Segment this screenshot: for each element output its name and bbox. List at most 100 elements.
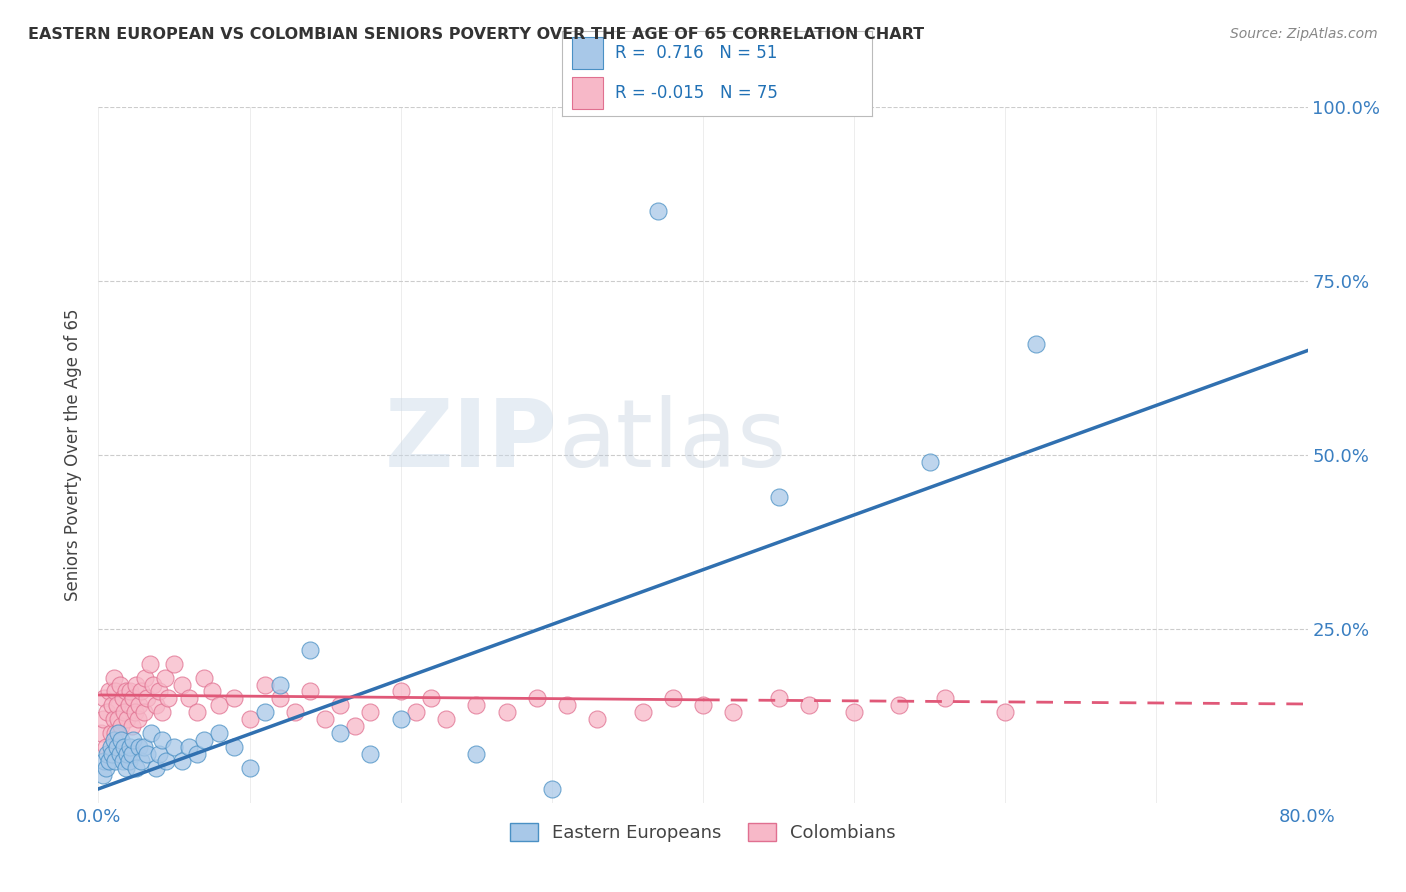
Point	[405, 706, 427, 720]
Point	[139, 657, 162, 671]
Point	[797, 698, 820, 713]
Point	[96, 747, 118, 761]
Point	[329, 726, 352, 740]
Point	[112, 740, 135, 755]
Point	[723, 706, 745, 720]
Point	[208, 698, 231, 713]
Point	[104, 754, 127, 768]
Point	[994, 706, 1017, 720]
Point	[145, 761, 167, 775]
Point	[186, 747, 208, 761]
Point	[91, 768, 114, 782]
Point	[145, 698, 167, 713]
Point	[114, 761, 136, 775]
Point	[101, 698, 124, 713]
Point	[768, 490, 790, 504]
Point	[179, 691, 201, 706]
Point	[224, 691, 246, 706]
Point	[148, 747, 170, 761]
Point	[193, 671, 215, 685]
Point	[239, 761, 262, 775]
Point	[107, 712, 129, 726]
Point	[105, 740, 128, 755]
Point	[661, 691, 683, 706]
Point	[1024, 336, 1046, 351]
Point	[110, 733, 132, 747]
Point	[465, 698, 488, 713]
Point	[631, 706, 654, 720]
Y-axis label: Seniors Poverty Over the Age of 65: Seniors Poverty Over the Age of 65	[65, 309, 83, 601]
Point	[122, 733, 145, 747]
Point	[141, 726, 163, 740]
Point	[94, 740, 117, 755]
Point	[239, 712, 262, 726]
Point	[115, 712, 138, 726]
Point	[118, 698, 141, 713]
FancyBboxPatch shape	[572, 37, 603, 70]
Point	[193, 733, 215, 747]
Point	[114, 684, 136, 698]
Point	[110, 719, 132, 733]
Point	[124, 706, 146, 720]
Point	[115, 747, 138, 761]
Point	[299, 642, 322, 657]
Point	[253, 706, 276, 720]
Point	[360, 706, 382, 720]
Point	[122, 691, 145, 706]
Point	[120, 684, 142, 698]
Point	[91, 712, 114, 726]
Point	[129, 754, 152, 768]
Point	[103, 712, 125, 726]
Point	[314, 712, 336, 726]
Point	[329, 698, 352, 713]
Point	[208, 726, 231, 740]
Point	[186, 706, 208, 720]
Point	[108, 677, 131, 691]
Point	[125, 761, 148, 775]
Point	[434, 712, 457, 726]
Point	[100, 726, 122, 740]
Point	[540, 781, 562, 796]
Point	[98, 684, 121, 698]
Point	[120, 740, 142, 755]
Point	[128, 698, 150, 713]
Point	[93, 754, 115, 768]
Point	[129, 684, 152, 698]
Point	[128, 740, 150, 755]
Text: ZIP: ZIP	[385, 395, 558, 487]
Point	[201, 684, 224, 698]
Legend: Eastern Europeans, Colombians: Eastern Europeans, Colombians	[503, 815, 903, 849]
Point	[125, 677, 148, 691]
Point	[224, 740, 246, 755]
Point	[104, 684, 127, 698]
Point	[155, 754, 177, 768]
Point	[108, 747, 131, 761]
Point	[148, 684, 170, 698]
Text: atlas: atlas	[558, 395, 786, 487]
Point	[465, 747, 488, 761]
Point	[284, 706, 307, 720]
Point	[105, 698, 128, 713]
Point	[101, 747, 124, 761]
Point	[121, 747, 143, 761]
Text: R = -0.015   N = 75: R = -0.015 N = 75	[614, 84, 778, 102]
Point	[934, 691, 956, 706]
Point	[107, 726, 129, 740]
Point	[135, 691, 157, 706]
Point	[96, 706, 118, 720]
Point	[179, 740, 201, 755]
Text: R =  0.716   N = 51: R = 0.716 N = 51	[614, 45, 778, 62]
Point	[112, 706, 135, 720]
Point	[134, 671, 156, 685]
Point	[253, 677, 276, 691]
Point	[93, 691, 115, 706]
Point	[918, 455, 941, 469]
Point	[495, 706, 517, 720]
FancyBboxPatch shape	[572, 77, 603, 109]
Text: Source: ZipAtlas.com: Source: ZipAtlas.com	[1230, 27, 1378, 41]
Point	[132, 740, 155, 755]
Point	[153, 671, 176, 685]
Point	[586, 712, 609, 726]
Point	[344, 719, 367, 733]
Point	[156, 691, 179, 706]
